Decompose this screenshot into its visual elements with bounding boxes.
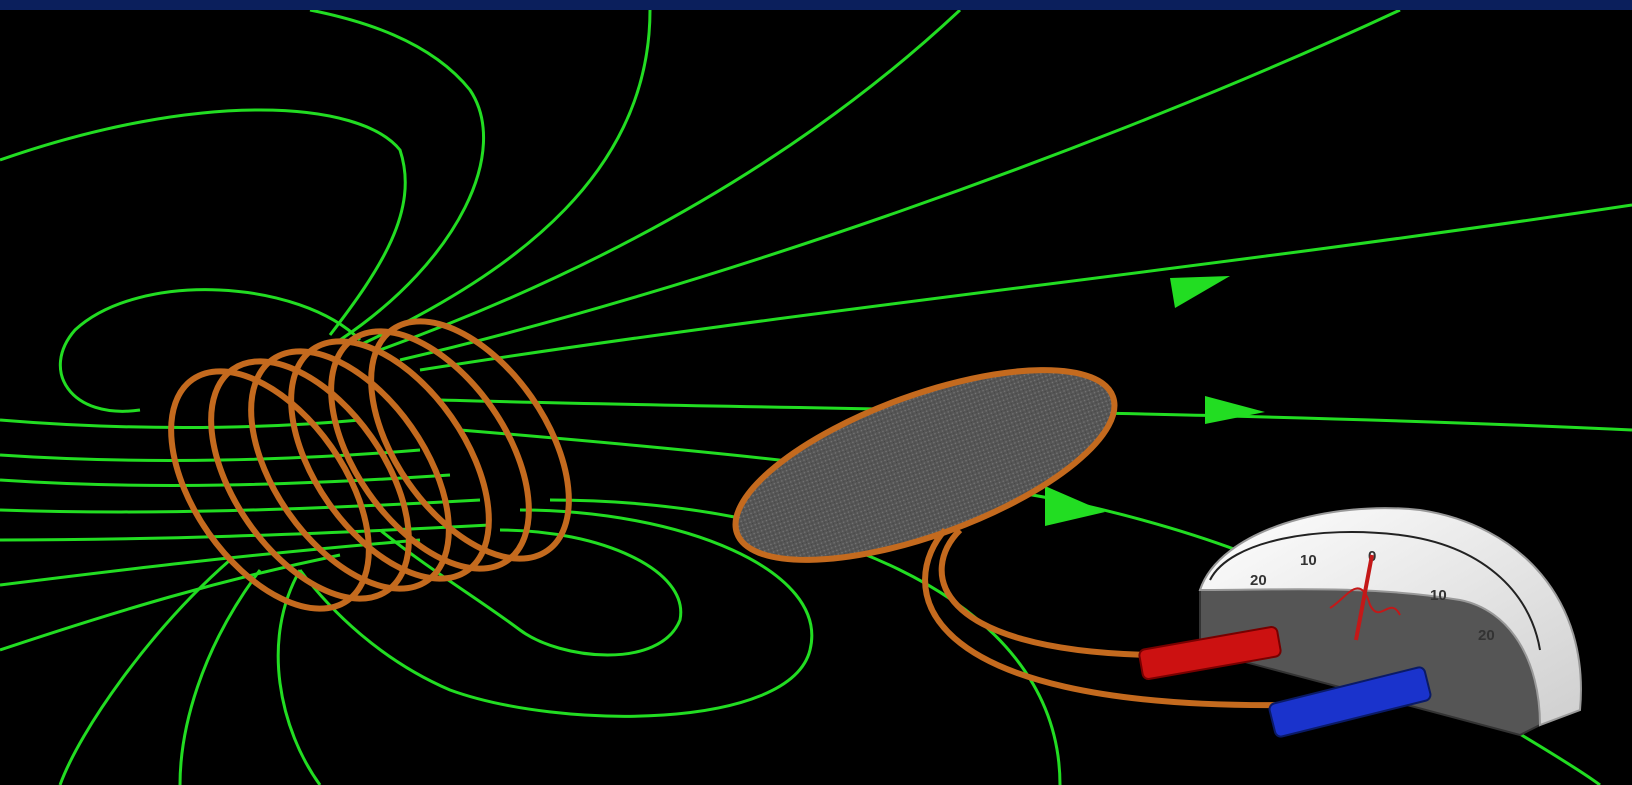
coil-turn (168, 368, 372, 612)
induction-scene: 20 10 0 10 20 (0, 10, 1632, 785)
field-line (276, 569, 322, 785)
field-line (58, 288, 362, 413)
coil-turn (248, 348, 452, 592)
meter-needle (1354, 554, 1374, 641)
field-line (298, 508, 814, 718)
scale-label: 10 (1300, 552, 1317, 569)
field-line (0, 498, 481, 514)
field-line (399, 10, 1401, 362)
scale-label: 20 (1478, 627, 1495, 644)
coil-turn (368, 318, 572, 562)
meter-face (1198, 507, 1582, 727)
top-bar (0, 0, 1632, 10)
field-line (379, 528, 683, 657)
loop-lead-wire (938, 527, 1151, 658)
coil-turn (208, 358, 412, 602)
solenoid-coil (168, 318, 572, 612)
field-line (0, 448, 421, 462)
scale-label: 20 (1250, 572, 1267, 589)
arrow-icon (1045, 486, 1105, 526)
meter-dial (1209, 531, 1541, 651)
field-line (549, 498, 1062, 785)
blue-lead-plug (1268, 666, 1432, 738)
field-line (0, 553, 341, 652)
field-line (0, 538, 421, 587)
red-lead-plug (1138, 626, 1282, 680)
arrow-icon (1205, 396, 1265, 424)
field-line (419, 203, 1632, 372)
field-line (178, 569, 262, 785)
field-line (0, 523, 491, 542)
field-direction-arrows (1045, 276, 1265, 526)
field-line (0, 418, 361, 429)
pickup-loop (732, 367, 1291, 709)
field-line (58, 558, 231, 785)
arrow-icon (1170, 276, 1230, 308)
meter-trace (1329, 587, 1401, 616)
coil-turn (288, 338, 492, 582)
loop-surface (732, 367, 1118, 563)
field-line (379, 10, 962, 352)
field-line (309, 10, 485, 342)
field-line (0, 108, 407, 336)
coil-turn (328, 328, 532, 572)
field-line (359, 10, 652, 347)
scale-label: 10 (1430, 587, 1447, 604)
meter-leads (1138, 626, 1432, 738)
loop-lead-wire (922, 527, 1291, 709)
